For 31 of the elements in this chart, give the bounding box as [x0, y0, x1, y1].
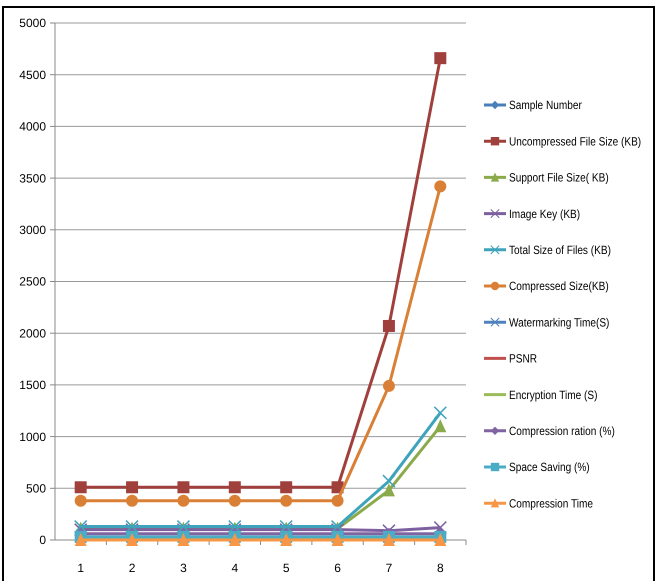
legend-label: Sample Number	[509, 99, 582, 112]
legend-label: Uncompressed File Size (KB)	[509, 136, 642, 149]
x-tick-label: 8	[436, 561, 444, 575]
y-tick-label: 1000	[19, 430, 46, 444]
y-tick-label: 2000	[19, 326, 46, 340]
legend-label: PSNR	[509, 352, 537, 366]
y-tick-label: 2500	[19, 274, 46, 289]
y-tick-label: 5000	[19, 16, 46, 30]
y-tick-label: 3500	[19, 171, 46, 186]
x-tick-label: 7	[386, 561, 393, 575]
legend-label: Compression ration (%)	[509, 425, 615, 438]
x-tick-label: 3	[180, 561, 188, 575]
legend-label: Total Size of Files (KB)	[509, 244, 611, 258]
y-tick-label: 4000	[19, 120, 46, 134]
y-tick-label: 500	[26, 482, 46, 496]
x-tick-label: 6	[334, 561, 342, 575]
x-tick-label: 4	[231, 561, 238, 575]
legend-label: Watermarking Time(S)	[509, 316, 610, 330]
legend-label: Encryption Time (S)	[509, 389, 598, 402]
legend-label: Compression Time	[509, 498, 594, 511]
x-tick-label: 1	[77, 561, 84, 575]
legend-label: Support File Size( KB)	[509, 172, 609, 185]
legend-label: Space Saving (%)	[509, 461, 590, 474]
legend-label: Image Key (KB)	[509, 208, 580, 222]
y-tick-label: 1500	[19, 378, 46, 392]
y-tick-label: 3000	[19, 223, 46, 237]
y-tick-label: 4500	[19, 68, 46, 82]
y-tick-label: 0	[39, 533, 46, 548]
x-tick-label: 2	[128, 561, 136, 575]
x-tick-label: 5	[282, 561, 290, 575]
legend-label: Compressed Size(KB)	[509, 280, 609, 294]
